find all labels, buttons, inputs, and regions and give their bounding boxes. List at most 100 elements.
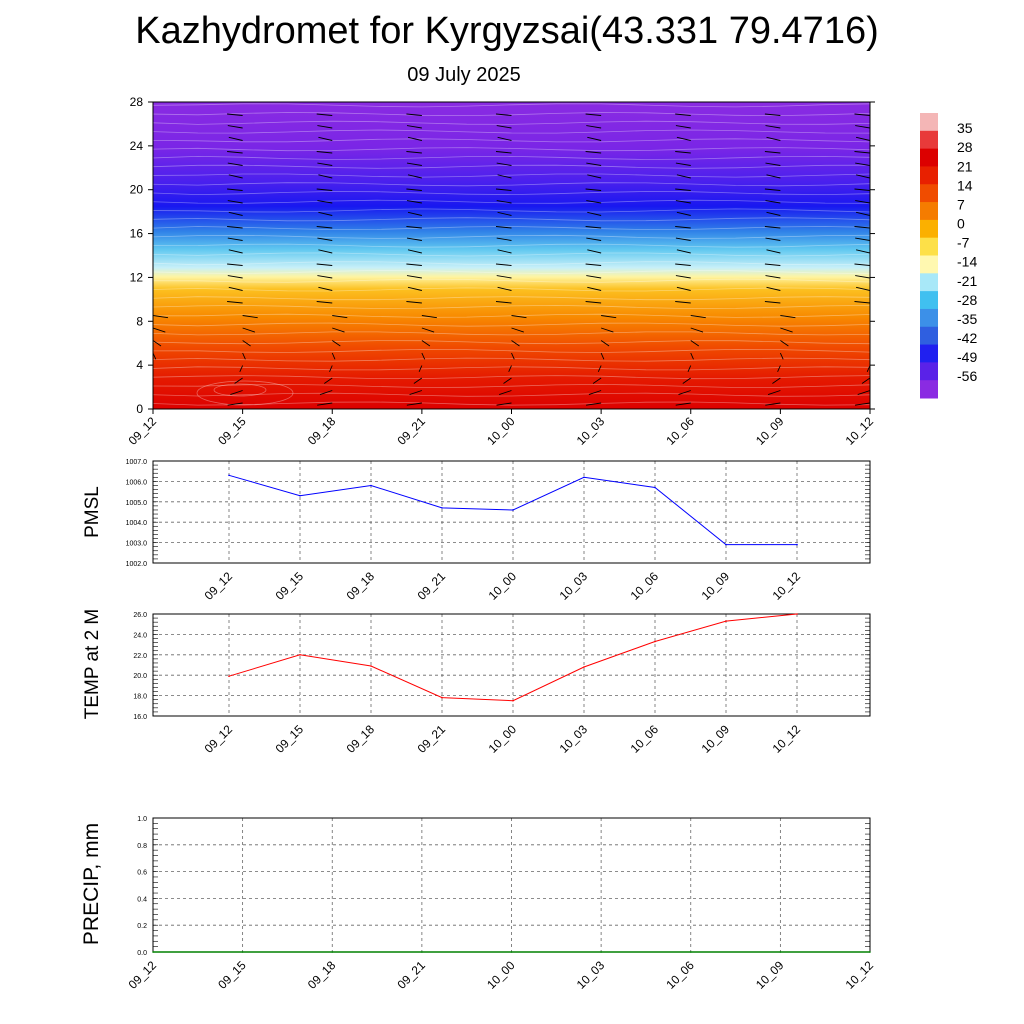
x-tick-label: 10_09 <box>753 958 787 992</box>
wind-barb <box>765 402 781 406</box>
colorbar-label: 14 <box>957 177 973 193</box>
y-tick-label: 1002.0 <box>126 561 148 568</box>
colorbar-label: -42 <box>957 330 977 346</box>
wind-barb <box>869 315 870 316</box>
wind-barb <box>586 237 602 241</box>
wind-barb <box>406 237 422 241</box>
x-tick-label: 09_15 <box>273 569 307 603</box>
data-point <box>583 666 585 668</box>
wind-barb <box>497 136 512 141</box>
contour-line <box>153 383 870 388</box>
wind-barb <box>242 340 251 347</box>
colorbar-swatch <box>920 113 938 132</box>
wind-barb <box>765 125 781 129</box>
y-tick-label: 4 <box>136 358 143 372</box>
wind-barb <box>587 136 602 141</box>
wind-barb <box>496 237 512 241</box>
wind-barb <box>676 286 691 291</box>
contour-lines <box>153 103 870 406</box>
wind-barb <box>406 301 422 304</box>
contour-line <box>213 383 267 397</box>
heatmap-field <box>153 102 870 409</box>
wind-barb <box>508 365 512 372</box>
colorbar-swatch <box>920 326 938 346</box>
wind-barb <box>227 125 243 129</box>
wind-barb <box>585 301 602 304</box>
wind-barb <box>496 200 512 204</box>
wind-barb <box>316 263 333 266</box>
y-tick-label: 28 <box>130 95 144 109</box>
wind-barb <box>153 215 154 216</box>
wind-barb <box>316 113 333 116</box>
wind-barb <box>854 301 870 304</box>
data-point <box>331 951 334 953</box>
wind-barb <box>317 237 333 241</box>
wind-barb <box>331 340 341 347</box>
wind-barb <box>421 315 437 319</box>
contour-line <box>196 380 294 406</box>
wind-barb <box>421 352 426 360</box>
colorbar-swatch <box>920 184 938 203</box>
contour-line <box>153 243 870 248</box>
colorbar-swatch <box>920 202 938 221</box>
wind-barb <box>767 390 781 396</box>
x-tick-label: 09_21 <box>415 569 449 603</box>
contour-line <box>153 392 870 397</box>
chart-subtitle: 09 July 2025 <box>407 64 521 86</box>
x-tick-label: 09_18 <box>344 569 378 603</box>
wind-barb <box>861 377 870 384</box>
x-tick-label: 09_12 <box>202 569 236 603</box>
y-tick-label: 20 <box>130 183 144 197</box>
contour-line <box>153 191 870 196</box>
wind-barb <box>407 249 422 254</box>
wind-barb <box>676 174 691 179</box>
wind-barb <box>239 365 244 372</box>
wind-barb <box>496 402 512 406</box>
wind-barb <box>495 151 512 154</box>
wind-barb <box>676 211 691 216</box>
colorbar-swatch <box>920 255 938 274</box>
wind-barb <box>854 263 870 266</box>
data-point <box>796 543 798 546</box>
wind-barb <box>153 340 162 347</box>
x-tick-label: 10_12 <box>843 414 877 448</box>
wind-barb <box>855 211 870 216</box>
wind-barb <box>585 113 602 116</box>
wind-barb <box>153 127 154 128</box>
x-tick-label: 10_09 <box>753 414 787 448</box>
contour-line <box>153 322 870 327</box>
contour-line <box>153 278 870 283</box>
wind-barb <box>675 188 691 191</box>
contour-line <box>153 401 870 406</box>
wind-barb <box>780 340 789 347</box>
contour-line <box>153 112 870 117</box>
contour-line <box>153 182 870 187</box>
wind-barb <box>675 301 691 304</box>
wind-barb <box>600 352 605 360</box>
colorbar-label: 0 <box>957 216 965 232</box>
wind-barb <box>316 151 333 154</box>
data-point <box>600 951 602 953</box>
wind-barb <box>317 275 333 279</box>
wind-barb <box>495 263 512 266</box>
wind-barb <box>764 113 781 116</box>
wind-barb <box>600 327 614 333</box>
x-tick-label: 09_21 <box>415 722 449 756</box>
wind-barb <box>495 113 512 116</box>
colorbar-swatch <box>920 237 938 256</box>
wind-barb <box>406 125 422 129</box>
x-tick-label: 10_03 <box>574 958 608 992</box>
y-tick-label: 0.0 <box>137 950 147 957</box>
wind-barb <box>766 249 781 254</box>
contour-line <box>153 269 870 274</box>
wind-barb <box>765 200 781 204</box>
x-tick-label: 09_12 <box>126 414 160 448</box>
wind-barbs <box>153 113 870 406</box>
y-tick-label: 1006.0 <box>126 479 148 486</box>
x-tick-label: 10_00 <box>486 569 520 603</box>
data-point <box>370 665 372 667</box>
wind-barb <box>227 113 243 116</box>
wind-barb <box>317 402 333 406</box>
line-panel: 0.0 0.2 0.4 0.6 0.8 1.0 09_12 09_15 09_18 09_21 10… <box>80 816 876 992</box>
wind-barb <box>675 125 691 129</box>
